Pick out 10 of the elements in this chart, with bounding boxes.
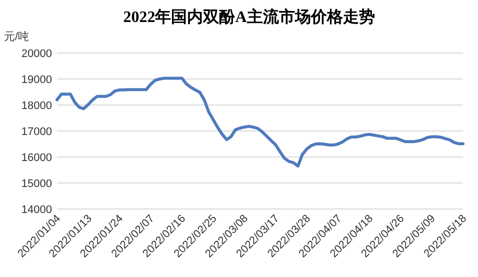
y-tick-label: 19000 [21,74,52,86]
y-tick-label: 16000 [21,152,52,164]
y-tick-label: 20000 [21,48,52,60]
y-tick-label: 15000 [21,178,52,190]
y-axis-title: 元/吨 [4,30,30,43]
line-series [56,76,464,168]
chart-title: 2022年国内双酚A主流市场价格走势 [123,7,375,26]
y-tick-label: 14000 [21,204,52,216]
y-tick-label: 18000 [21,100,52,112]
y-tick-label: 17000 [21,126,52,138]
